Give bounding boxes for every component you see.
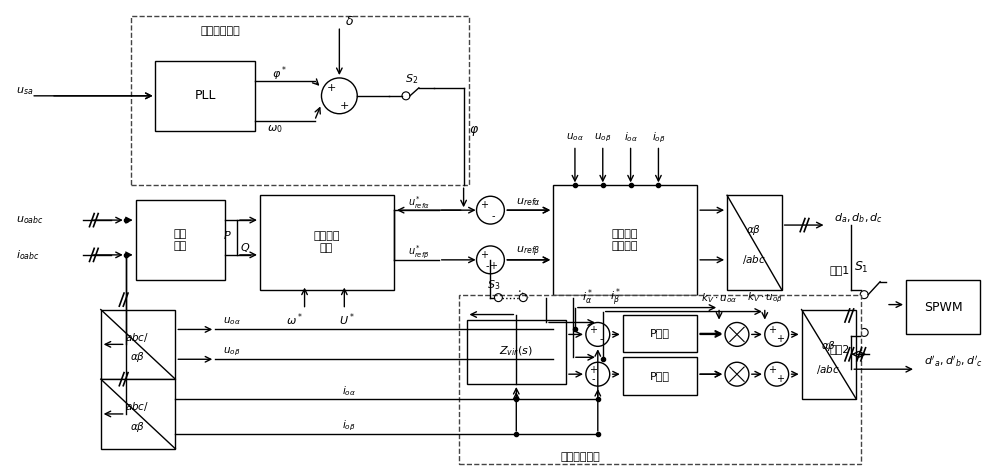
- Text: $u_{o\beta}$: $u_{o\beta}$: [223, 345, 240, 357]
- Text: P控制: P控制: [649, 371, 669, 381]
- Text: $\alpha\beta$: $\alpha\beta$: [821, 339, 836, 354]
- Text: +: +: [768, 325, 776, 336]
- Text: $Z_{vir}(s)$: $Z_{vir}(s)$: [499, 345, 533, 358]
- Text: $u_{ref\alpha}^*$: $u_{ref\alpha}^*$: [408, 194, 430, 211]
- Text: $Q$: $Q$: [240, 242, 250, 254]
- Text: $k_V \cdot u_{o\alpha}$: $k_V \cdot u_{o\alpha}$: [701, 291, 737, 304]
- Text: $P$: $P$: [223, 229, 232, 241]
- Text: +: +: [776, 334, 784, 345]
- Text: +: +: [340, 101, 349, 111]
- Bar: [101, 379, 175, 449]
- Text: $\delta$: $\delta$: [345, 15, 354, 28]
- Text: $u_{o\beta}$: $u_{o\beta}$: [594, 131, 611, 144]
- Text: +: +: [489, 261, 497, 271]
- Text: -: -: [591, 374, 595, 384]
- Text: $d_a,d_b,d_c$: $d_a,d_b,d_c$: [834, 211, 883, 225]
- Text: $\alpha\beta$: $\alpha\beta$: [130, 350, 145, 364]
- Text: $\alpha\beta$: $\alpha\beta$: [746, 223, 761, 237]
- Bar: [101, 310, 175, 379]
- Bar: [155, 61, 255, 131]
- Text: +: +: [327, 83, 336, 93]
- Text: $u_{o\alpha}$: $u_{o\alpha}$: [223, 316, 241, 328]
- Text: $/abc$: $/abc$: [816, 362, 840, 376]
- Text: $u_{sa}$: $u_{sa}$: [16, 85, 34, 97]
- Bar: [459, 295, 861, 464]
- Text: 功率下垂
控制: 功率下垂 控制: [313, 231, 340, 253]
- Bar: [906, 280, 980, 335]
- Text: $u_{ref\beta}$: $u_{ref\beta}$: [516, 244, 540, 259]
- Text: P控制: P控制: [649, 329, 669, 338]
- Text: 电压电流
双环控制: 电压电流 双环控制: [611, 229, 638, 251]
- Text: $i^*_\alpha$: $i^*_\alpha$: [582, 288, 593, 307]
- Bar: [131, 17, 469, 185]
- Text: PLL: PLL: [194, 89, 216, 102]
- Text: -: -: [492, 211, 495, 221]
- Text: 相位超前控制: 相位超前控制: [200, 26, 240, 36]
- Text: 方式2: 方式2: [829, 345, 850, 354]
- Text: $u_{oabc}$: $u_{oabc}$: [16, 214, 44, 226]
- Text: $S_1$: $S_1$: [854, 260, 869, 275]
- Bar: [136, 200, 225, 280]
- Bar: [623, 357, 697, 395]
- Bar: [623, 314, 697, 352]
- Text: 平滑切换控制: 平滑切换控制: [560, 452, 600, 462]
- Text: $i_{oabc}$: $i_{oabc}$: [16, 248, 40, 262]
- Text: $i_{o\alpha}$: $i_{o\alpha}$: [342, 384, 356, 398]
- Text: $i_{o\beta}$: $i_{o\beta}$: [342, 419, 356, 433]
- Text: SPWM: SPWM: [924, 301, 963, 313]
- Text: $\omega^*$: $\omega^*$: [286, 311, 303, 328]
- Text: +: +: [589, 325, 597, 336]
- Text: 功率
计算: 功率 计算: [174, 229, 187, 251]
- Text: +: +: [480, 250, 488, 260]
- Text: $\omega_0$: $\omega_0$: [267, 123, 283, 135]
- Text: +: +: [768, 365, 776, 375]
- Text: +: +: [589, 365, 597, 375]
- Text: +: +: [776, 374, 784, 384]
- Text: $i_{o\beta}$: $i_{o\beta}$: [652, 130, 665, 145]
- Bar: [727, 195, 782, 290]
- Text: 方式1: 方式1: [829, 265, 849, 275]
- Text: $u_{ref\beta}^*$: $u_{ref\beta}^*$: [408, 243, 430, 261]
- Text: $abc/$: $abc/$: [125, 331, 150, 344]
- Text: $S_3$: $S_3$: [487, 278, 500, 292]
- Text: $abc/$: $abc/$: [125, 400, 150, 413]
- Text: $u_{o\alpha}$: $u_{o\alpha}$: [566, 132, 584, 143]
- Text: $\alpha\beta$: $\alpha\beta$: [130, 420, 145, 434]
- Text: $u_{ref\alpha}$: $u_{ref\alpha}$: [516, 196, 541, 208]
- Bar: [802, 310, 856, 399]
- Text: $/abc$: $/abc$: [742, 253, 766, 266]
- Bar: [467, 320, 566, 384]
- Text: $d'_a,d'_b,d'_c$: $d'_a,d'_b,d'_c$: [924, 354, 983, 369]
- Bar: [260, 195, 394, 290]
- Text: +: +: [480, 200, 488, 210]
- Text: $\varphi$: $\varphi$: [469, 124, 479, 138]
- Bar: [553, 185, 697, 295]
- Text: $i^*_\beta$: $i^*_\beta$: [610, 287, 621, 309]
- Text: $i_{o\alpha}$: $i_{o\alpha}$: [624, 131, 638, 144]
- Text: $U^*$: $U^*$: [339, 311, 355, 328]
- Text: -: -: [599, 334, 603, 345]
- Text: $\varphi^*$: $\varphi^*$: [272, 65, 287, 83]
- Text: $S_2$: $S_2$: [405, 72, 419, 86]
- Text: -: -: [486, 261, 489, 271]
- Text: $k_V \cdot u_{o\beta}$: $k_V \cdot u_{o\beta}$: [747, 290, 783, 305]
